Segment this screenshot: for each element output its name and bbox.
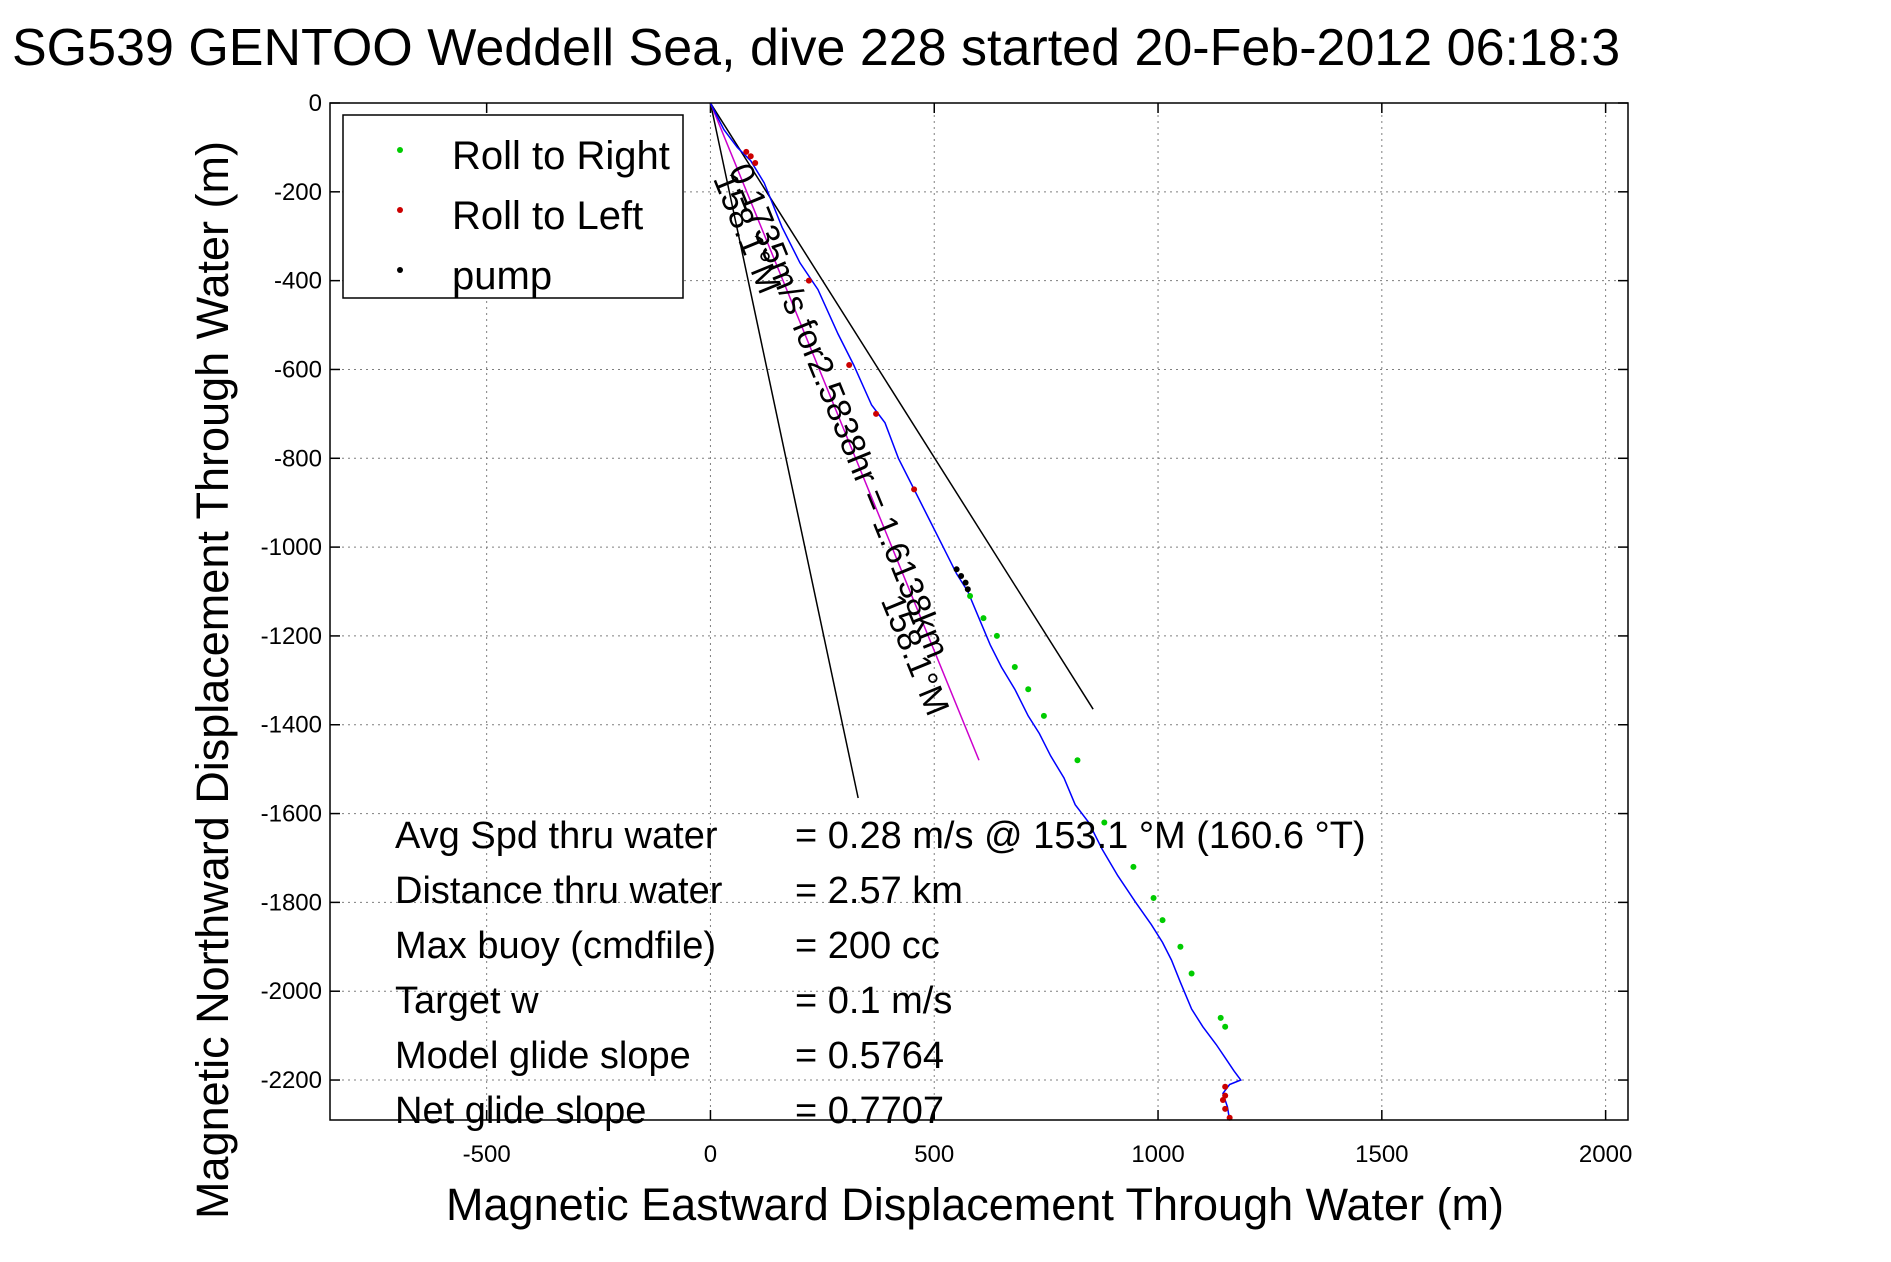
bearing-lines bbox=[709, 102, 1094, 799]
pump-point bbox=[964, 586, 971, 593]
roll-right-point bbox=[1188, 970, 1195, 977]
legend-marker bbox=[397, 207, 403, 213]
x-tick-label: 500 bbox=[914, 1141, 954, 1168]
chart-title: SG539 GENTOO Weddell Sea, dive 228 start… bbox=[12, 19, 1620, 77]
x-tick-label: -500 bbox=[463, 1141, 511, 1168]
track-annotations: 0.1735m/s for2.5838hr = 1.6138km158.1°M1… bbox=[705, 158, 956, 721]
pump-point bbox=[958, 572, 965, 579]
y-tick-label: -200 bbox=[274, 179, 322, 206]
roll-right-point bbox=[1177, 943, 1184, 950]
roll-right-point bbox=[967, 592, 974, 599]
y-tick-label: 0 bbox=[309, 90, 322, 117]
stat-label: Max buoy (cmdfile) bbox=[395, 925, 716, 967]
x-tick-label: 1500 bbox=[1355, 1141, 1408, 1168]
y-tick-label: -2000 bbox=[261, 978, 322, 1005]
y-tick-label: -1000 bbox=[261, 534, 322, 561]
stat-value: = 0.5764 bbox=[795, 1035, 944, 1077]
legend: Roll to Right Roll to Left pump bbox=[342, 114, 684, 299]
roll-left-point bbox=[1222, 1083, 1229, 1090]
y-tick-label: -2200 bbox=[261, 1067, 322, 1094]
track-line bbox=[709, 102, 1242, 1121]
y-tick-label: -600 bbox=[274, 356, 322, 383]
stat-label: Avg Spd thru water bbox=[395, 815, 718, 857]
stat-label: Distance thru water bbox=[395, 870, 723, 912]
roll-right-point bbox=[1217, 1014, 1224, 1021]
roll-left-point bbox=[911, 486, 918, 493]
roll-right-point bbox=[1130, 863, 1137, 870]
legend-marker bbox=[397, 147, 403, 153]
y-tick-label: -1600 bbox=[261, 801, 322, 828]
roll-right-point bbox=[993, 632, 1000, 639]
roll-left-point bbox=[747, 153, 754, 160]
y-tick-label: -1200 bbox=[261, 623, 322, 650]
legend-label: Roll to Left bbox=[452, 194, 643, 238]
y-tick-label: -1400 bbox=[261, 712, 322, 739]
legend-marker bbox=[397, 267, 403, 273]
roll-left-point bbox=[752, 159, 759, 166]
bearing-line bbox=[709, 102, 1094, 710]
x-tick-label: 2000 bbox=[1579, 1141, 1632, 1168]
roll-left-point bbox=[1222, 1092, 1229, 1099]
roll-left-point bbox=[805, 277, 812, 284]
bearing-line bbox=[709, 102, 859, 799]
x-tick-label: 1000 bbox=[1131, 1141, 1184, 1168]
roll-right-point bbox=[1222, 1023, 1229, 1030]
y-axis-label: Magnetic Northward Displacement Through … bbox=[187, 141, 238, 1219]
legend-label: pump bbox=[452, 254, 552, 298]
roll-left-point bbox=[846, 362, 853, 369]
pump-point bbox=[953, 566, 960, 573]
axis-ticks: -500 0 500 1000 1500 2000 0 -200 -400 -600 -800 -10… bbox=[261, 90, 1633, 1168]
stat-label: Model glide slope bbox=[395, 1035, 691, 1077]
y-tick-label: -1800 bbox=[261, 889, 322, 916]
roll-left-point bbox=[743, 148, 750, 155]
roll-right-point bbox=[1025, 686, 1032, 693]
stat-value: = 2.57 km bbox=[795, 870, 963, 912]
pump-point bbox=[962, 579, 969, 586]
dive-track bbox=[709, 102, 1242, 1121]
y-tick-label: -400 bbox=[274, 268, 322, 295]
roll-left-point bbox=[1222, 1105, 1229, 1112]
roll-left-point bbox=[1219, 1097, 1226, 1104]
roll-right-point bbox=[1150, 894, 1157, 901]
roll-points bbox=[743, 148, 1233, 1121]
plot-frame bbox=[329, 102, 1629, 1121]
stat-value: = 0.1 m/s bbox=[795, 980, 952, 1022]
stat-value: = 0.28 m/s @ 153.1 °M (160.6 °T) bbox=[795, 815, 1366, 857]
stat-label: Net glide slope bbox=[395, 1090, 646, 1132]
roll-right-point bbox=[1011, 664, 1018, 671]
legend-label: Roll to Right bbox=[452, 134, 670, 178]
stats-block: Avg Spd thru water = 0.28 m/s @ 153.1 °M … bbox=[395, 815, 1366, 1132]
track-annotation: 158.1°M bbox=[873, 589, 956, 721]
roll-right-point bbox=[1101, 819, 1108, 826]
y-tick-label: -800 bbox=[274, 445, 322, 472]
roll-right-point bbox=[1074, 757, 1081, 764]
bearing-line bbox=[709, 102, 980, 761]
x-axis-label: Magnetic Eastward Displacement Through W… bbox=[446, 1179, 1504, 1230]
stat-value: = 0.7707 bbox=[795, 1090, 944, 1132]
stat-value: = 200 cc bbox=[795, 925, 940, 967]
stat-label: Target w bbox=[395, 980, 539, 1022]
roll-right-point bbox=[1040, 712, 1047, 719]
roll-right-point bbox=[980, 615, 987, 622]
roll-left-point bbox=[873, 410, 880, 417]
roll-right-point bbox=[1159, 917, 1166, 924]
x-tick-label: 0 bbox=[704, 1141, 717, 1168]
